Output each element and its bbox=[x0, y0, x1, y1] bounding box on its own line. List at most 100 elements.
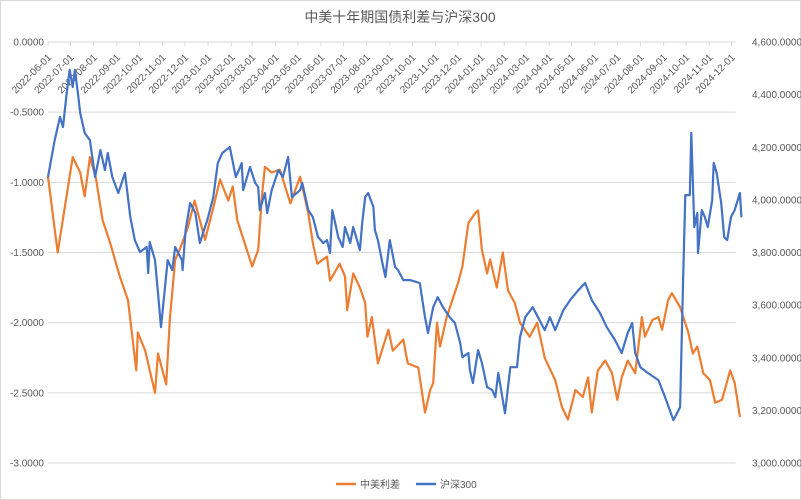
data-point bbox=[671, 292, 673, 294]
data-point bbox=[72, 156, 74, 158]
data-point bbox=[174, 258, 176, 261]
data-point bbox=[372, 206, 374, 208]
data-point bbox=[696, 212, 698, 214]
data-point bbox=[502, 251, 504, 254]
data-point bbox=[477, 209, 479, 211]
data-point bbox=[149, 241, 151, 243]
data-point bbox=[66, 92, 68, 94]
series-line-spread bbox=[46, 156, 741, 421]
data-point bbox=[139, 251, 141, 253]
data-point bbox=[299, 189, 301, 191]
data-point bbox=[584, 282, 586, 284]
data-point bbox=[247, 251, 249, 254]
data-point bbox=[516, 366, 518, 368]
data-point bbox=[217, 162, 219, 164]
data-point bbox=[334, 222, 336, 224]
data-point bbox=[726, 239, 728, 241]
right-axis-tick-label: 4,000.0000 bbox=[752, 195, 801, 206]
data-point bbox=[291, 196, 293, 198]
data-point bbox=[129, 216, 131, 218]
data-point bbox=[249, 166, 251, 168]
data-point bbox=[591, 299, 593, 301]
data-point bbox=[467, 352, 469, 354]
data-point bbox=[221, 152, 223, 154]
data-point bbox=[344, 275, 346, 277]
data-point bbox=[532, 306, 534, 308]
data-point bbox=[604, 360, 606, 362]
data-point bbox=[697, 252, 699, 254]
data-point bbox=[631, 322, 633, 324]
data-point bbox=[446, 316, 448, 318]
data-point bbox=[187, 226, 189, 228]
data-point bbox=[317, 236, 319, 238]
data-point bbox=[554, 329, 556, 331]
data-point bbox=[449, 316, 451, 318]
data-point bbox=[504, 412, 506, 414]
right-axis-tick-label: 4,200.0000 bbox=[752, 143, 801, 154]
left-axis-tick-label: -3.0000 bbox=[10, 459, 44, 470]
data-point bbox=[561, 406, 563, 408]
data-point bbox=[467, 222, 469, 224]
data-point bbox=[709, 379, 711, 381]
data-point bbox=[367, 192, 369, 194]
data-point bbox=[537, 316, 539, 318]
right-axis: 4,600.0000 4,400.0000 4,200.0000 4,000.0000… bbox=[752, 38, 801, 470]
data-point bbox=[312, 242, 314, 244]
data-point bbox=[389, 239, 391, 241]
data-point bbox=[486, 386, 488, 388]
data-point bbox=[442, 306, 444, 308]
data-point bbox=[194, 212, 196, 214]
data-point bbox=[721, 399, 723, 401]
data-point bbox=[326, 239, 328, 241]
data-point bbox=[392, 350, 394, 352]
data-point bbox=[199, 242, 201, 244]
right-axis-tick-label: 4,400.0000 bbox=[752, 90, 801, 101]
data-point bbox=[461, 265, 463, 268]
data-point bbox=[364, 196, 366, 198]
data-point bbox=[419, 282, 421, 284]
data-point bbox=[690, 132, 692, 134]
data-point bbox=[124, 172, 126, 174]
data-point bbox=[111, 176, 113, 178]
data-point bbox=[185, 229, 187, 231]
data-point bbox=[349, 242, 351, 244]
data-point bbox=[352, 272, 354, 275]
data-point bbox=[664, 396, 666, 398]
data-point bbox=[94, 176, 96, 178]
data-point bbox=[329, 252, 331, 254]
data-point bbox=[119, 275, 121, 277]
data-point bbox=[529, 336, 531, 338]
data-point bbox=[264, 192, 266, 194]
data-point bbox=[544, 329, 546, 331]
data-point bbox=[377, 362, 379, 364]
data-point bbox=[337, 236, 339, 238]
data-point bbox=[716, 172, 718, 174]
data-point bbox=[599, 312, 601, 314]
data-point bbox=[481, 362, 483, 364]
data-point bbox=[713, 162, 715, 164]
data-point bbox=[477, 349, 479, 351]
data-point bbox=[157, 352, 159, 355]
data-point bbox=[212, 207, 214, 209]
data-point bbox=[72, 86, 74, 88]
data-point bbox=[164, 289, 166, 291]
data-point bbox=[301, 182, 303, 184]
data-point bbox=[261, 195, 263, 197]
left-axis-tick-label: -0.5000 bbox=[10, 108, 44, 119]
data-point bbox=[235, 176, 237, 178]
data-point bbox=[577, 289, 580, 291]
data-point bbox=[696, 345, 698, 348]
data-point bbox=[437, 296, 439, 298]
right-axis-tick-label: 3,800.0000 bbox=[752, 248, 801, 259]
data-point bbox=[277, 169, 279, 171]
data-point bbox=[102, 219, 104, 221]
data-point bbox=[239, 166, 241, 168]
data-point bbox=[99, 149, 101, 151]
data-point bbox=[137, 331, 139, 334]
gridlines bbox=[48, 111, 736, 464]
data-point bbox=[689, 194, 691, 196]
data-point bbox=[394, 266, 396, 268]
data-point bbox=[89, 156, 91, 158]
data-point bbox=[59, 116, 61, 118]
